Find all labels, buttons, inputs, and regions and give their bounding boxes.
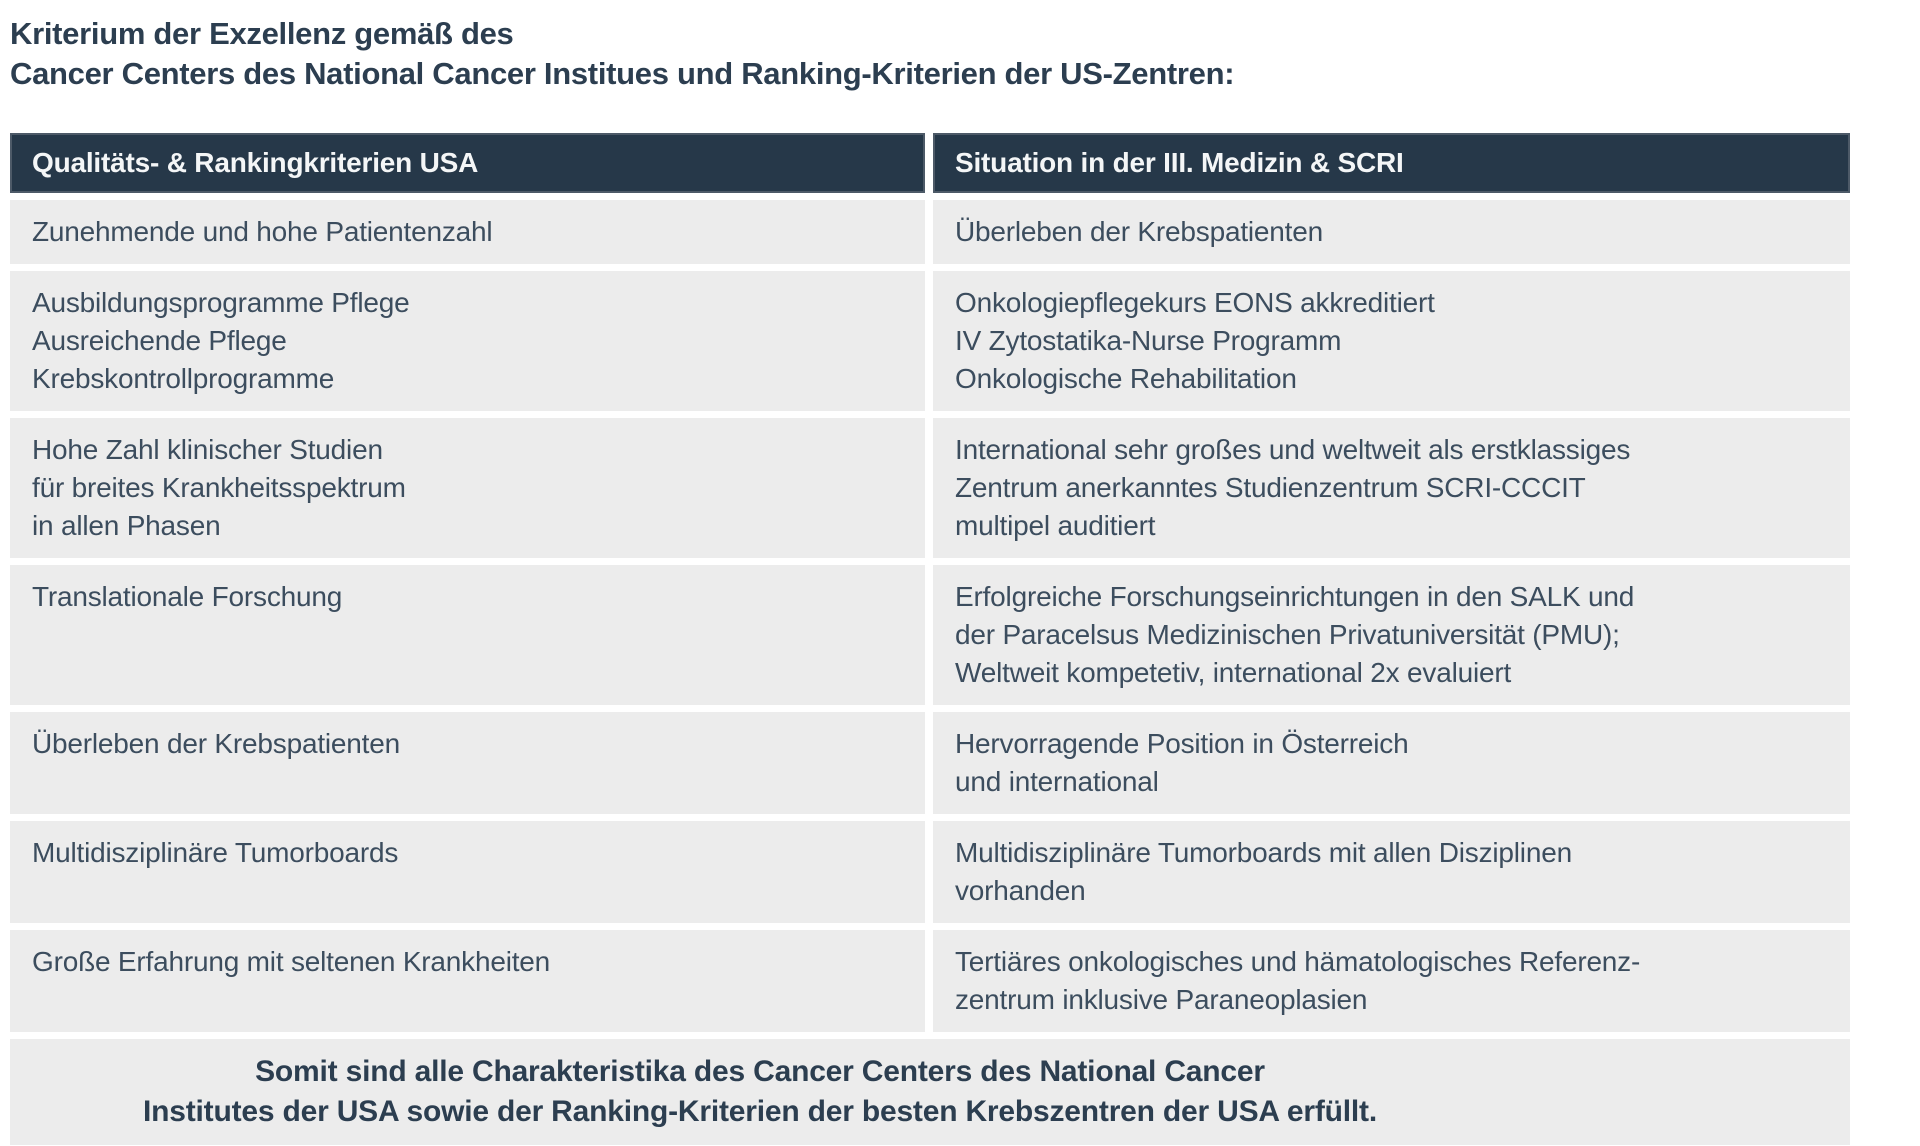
situation-cell: Überleben der Krebspatienten [933,200,1850,264]
table-row: Große Erfahrung mit seltenen Krankheiten… [10,930,1850,1032]
page-title: Kriterium der Exzellenz gemäß des Cancer… [10,16,1235,91]
situation-cell: Erfolgreiche Forschungseinrichtungen in … [933,565,1850,705]
criteria-cell: Multidisziplinäre Tumorboards [10,821,925,923]
table-row: Zunehmende und hohe Patientenzahl Überle… [10,200,1850,264]
situation-cell: Hervorragende Position in Österreich und… [933,712,1850,814]
criteria-table: Qualitäts- & Rankingkriterien USA Situat… [10,133,1850,1145]
criteria-cell: Hohe Zahl klinischer Studien für breites… [10,418,925,558]
table-row: Translationale Forschung Erfolgreiche Fo… [10,565,1850,705]
table-footer-conclusion: Somit sind alle Charakteristika des Canc… [143,1055,1377,1128]
table-row: Hohe Zahl klinischer Studien für breites… [10,418,1850,558]
criteria-cell: Ausbildungsprogramme Pflege Ausreichende… [10,271,925,411]
table-row: Multidisziplinäre Tumorboards Multidiszi… [10,821,1850,923]
table-footer-row: Somit sind alle Charakteristika des Canc… [10,1039,1850,1145]
table-row: Ausbildungsprogramme Pflege Ausreichende… [10,271,1850,411]
criteria-cell: Große Erfahrung mit seltenen Krankheiten [10,930,925,1032]
criteria-cell: Überleben der Krebspatienten [10,712,925,814]
situation-cell: Multidisziplinäre Tumorboards mit allen … [933,821,1850,923]
table-row: Überleben der Krebspatienten Hervorragen… [10,712,1850,814]
situation-cell: Tertiäres onkologisches und hämatologisc… [933,930,1850,1032]
table-header-row: Qualitäts- & Rankingkriterien USA Situat… [10,133,1850,193]
header-cell-situation-medizin-scri: Situation in der III. Medizin & SCRI [933,133,1850,193]
header-cell-criteria-usa: Qualitäts- & Rankingkriterien USA [10,133,925,193]
criteria-cell: Zunehmende und hohe Patientenzahl [10,200,925,264]
situation-cell: International sehr großes und weltweit a… [933,418,1850,558]
criteria-cell: Translationale Forschung [10,565,925,705]
situation-cell: Onkologiepflegekurs EONS akkreditiert IV… [933,271,1850,411]
